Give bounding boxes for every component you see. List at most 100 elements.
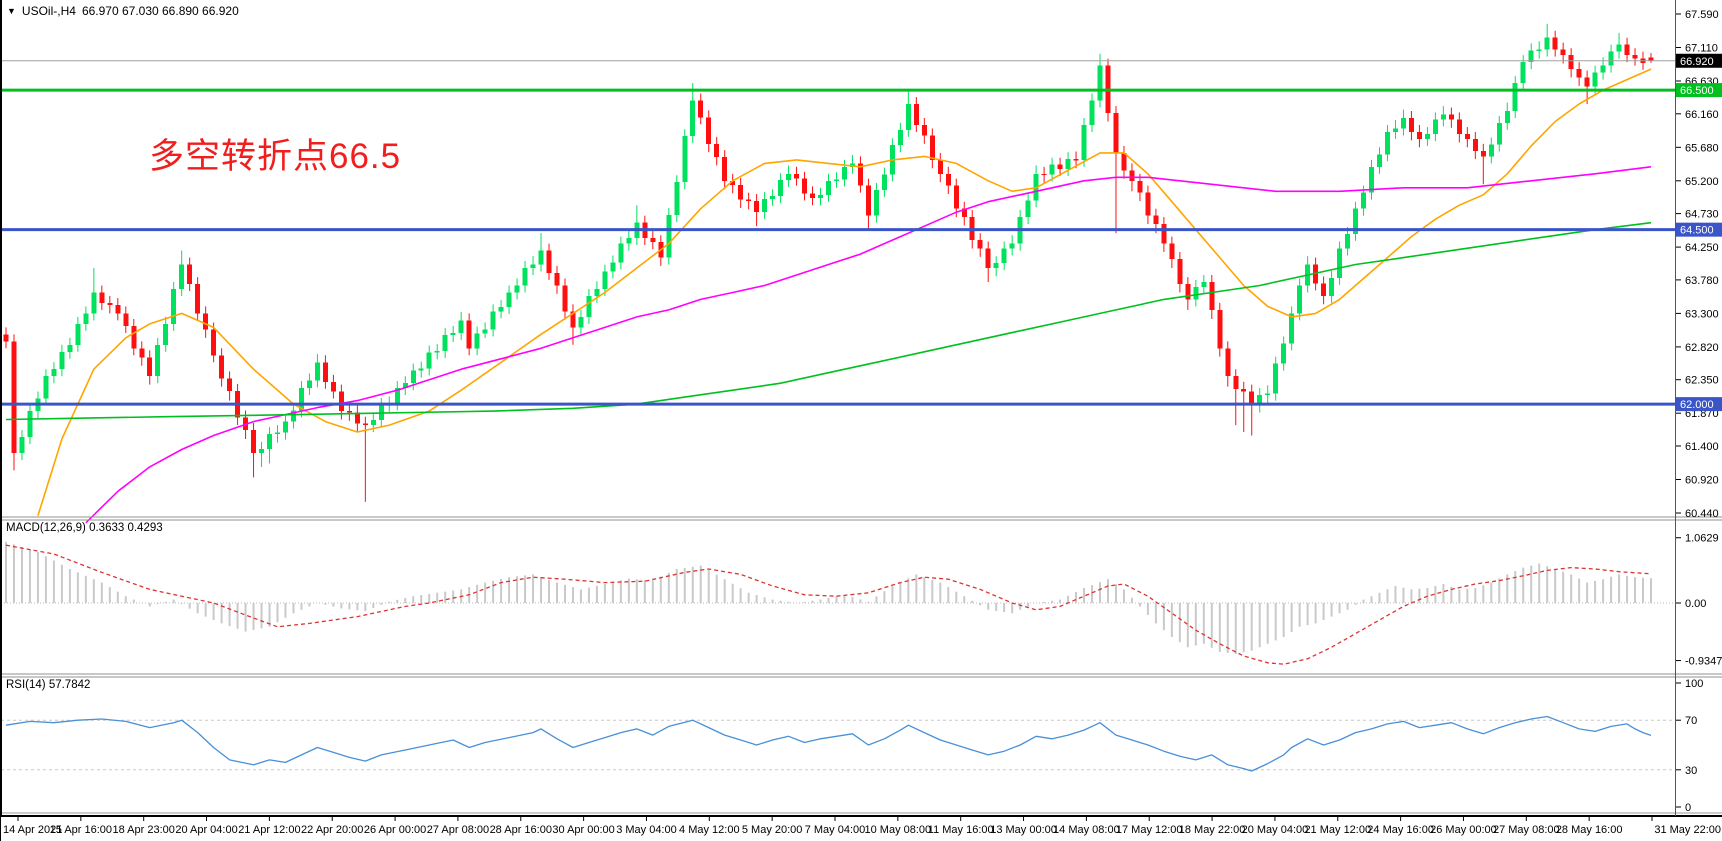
candle-body bbox=[1568, 55, 1574, 70]
candle-body bbox=[1057, 164, 1063, 169]
candle-body bbox=[961, 208, 967, 218]
candle bbox=[985, 241, 991, 282]
candle bbox=[1512, 76, 1518, 118]
candle bbox=[1616, 32, 1622, 59]
candle bbox=[578, 309, 584, 335]
price-tick-label: 63.780 bbox=[1685, 275, 1719, 287]
time-tick-label: 31 May 22:00 bbox=[1654, 824, 1721, 836]
candle bbox=[530, 256, 536, 276]
candle bbox=[147, 350, 153, 385]
candle-body bbox=[913, 104, 919, 125]
candle-body bbox=[1073, 159, 1079, 161]
candle bbox=[51, 362, 57, 384]
candle-body bbox=[1400, 117, 1406, 129]
candle bbox=[1169, 236, 1175, 269]
candle bbox=[482, 322, 488, 338]
candle bbox=[953, 178, 959, 218]
time-tick-label: 3 May 04:00 bbox=[616, 824, 677, 836]
candle-body bbox=[698, 100, 704, 118]
candle bbox=[1145, 185, 1151, 225]
candle-body bbox=[1177, 258, 1183, 285]
collapse-triangle-icon[interactable]: ▼ bbox=[7, 6, 16, 16]
candle-body bbox=[929, 135, 935, 160]
candle bbox=[1297, 278, 1303, 321]
candle-body bbox=[187, 264, 193, 285]
price-tick-label: 65.680 bbox=[1685, 142, 1719, 154]
candle-body bbox=[754, 201, 760, 213]
candle bbox=[937, 152, 943, 183]
candle-body bbox=[1113, 113, 1119, 153]
candle-body bbox=[674, 182, 680, 215]
candle-body bbox=[714, 143, 720, 158]
candle-body bbox=[873, 189, 879, 216]
annotation-text[interactable]: 多空转折点66.5 bbox=[149, 137, 402, 176]
candle-body bbox=[770, 196, 776, 199]
candle bbox=[666, 208, 672, 265]
candle bbox=[818, 187, 824, 206]
ma-slow-green-line bbox=[5, 221, 1652, 421]
candle bbox=[1528, 43, 1534, 70]
candle bbox=[1448, 107, 1454, 128]
candle-body bbox=[578, 316, 584, 328]
candle bbox=[1185, 277, 1191, 310]
candle-body bbox=[450, 332, 456, 336]
candle bbox=[1456, 112, 1462, 143]
current-price-badge-bg bbox=[1676, 53, 1722, 68]
candle bbox=[163, 316, 169, 352]
candle bbox=[1408, 111, 1414, 141]
price-badge-66.500-bg bbox=[1676, 83, 1722, 98]
candle bbox=[1065, 152, 1071, 176]
candle bbox=[1201, 275, 1207, 294]
candle-body bbox=[610, 262, 616, 272]
time-tick-label: 26 May 00:00 bbox=[1430, 824, 1497, 836]
candle bbox=[83, 306, 89, 331]
candle-body bbox=[977, 240, 983, 249]
candle bbox=[1337, 241, 1343, 285]
candle-body bbox=[147, 357, 153, 377]
candle bbox=[1321, 276, 1327, 305]
candle-body bbox=[91, 292, 97, 314]
candle-body bbox=[1648, 57, 1654, 61]
candle-body bbox=[338, 391, 344, 412]
time-tick-label: 4 May 12:00 bbox=[679, 824, 740, 836]
candle-body bbox=[897, 129, 903, 146]
candle-body bbox=[227, 378, 233, 391]
candle bbox=[810, 186, 816, 206]
candle-body bbox=[538, 250, 544, 265]
candle bbox=[123, 306, 129, 333]
candle-body bbox=[394, 388, 400, 404]
price-tick-label: 67.110 bbox=[1685, 42, 1718, 54]
candle bbox=[714, 136, 720, 166]
time-tick-label: 5 May 20:00 bbox=[742, 824, 803, 836]
rsi-label: RSI(14) 57.7842 bbox=[6, 679, 91, 691]
candle bbox=[1177, 251, 1183, 293]
candle-body bbox=[195, 284, 201, 314]
candle bbox=[1496, 115, 1502, 152]
candle bbox=[1257, 388, 1263, 413]
time-tick-label: 18 May 22:00 bbox=[1179, 824, 1246, 836]
candle-body bbox=[1049, 164, 1055, 175]
candle-body bbox=[426, 352, 432, 369]
candle-body bbox=[1209, 281, 1215, 310]
candle bbox=[442, 328, 448, 359]
candle bbox=[977, 233, 983, 257]
candle bbox=[945, 166, 951, 195]
candle-body bbox=[1544, 37, 1550, 50]
candle-body bbox=[849, 163, 855, 167]
ma-fast-orange-line bbox=[37, 68, 1652, 517]
candle-body bbox=[1448, 114, 1454, 120]
candle bbox=[43, 369, 49, 406]
price-badge-66.500: 66.500 bbox=[1676, 83, 1722, 98]
candle bbox=[211, 322, 217, 363]
price-badge-64.500: 64.500 bbox=[1676, 222, 1722, 237]
candle-body bbox=[762, 198, 768, 213]
time-tick-label: 27 Apr 08:00 bbox=[427, 824, 489, 836]
candle-body bbox=[458, 320, 464, 333]
time-tick-label: 28 Apr 16:00 bbox=[490, 824, 552, 836]
candle-body bbox=[267, 434, 273, 449]
candle bbox=[1369, 159, 1375, 200]
candle bbox=[865, 178, 871, 230]
candle bbox=[155, 337, 161, 384]
